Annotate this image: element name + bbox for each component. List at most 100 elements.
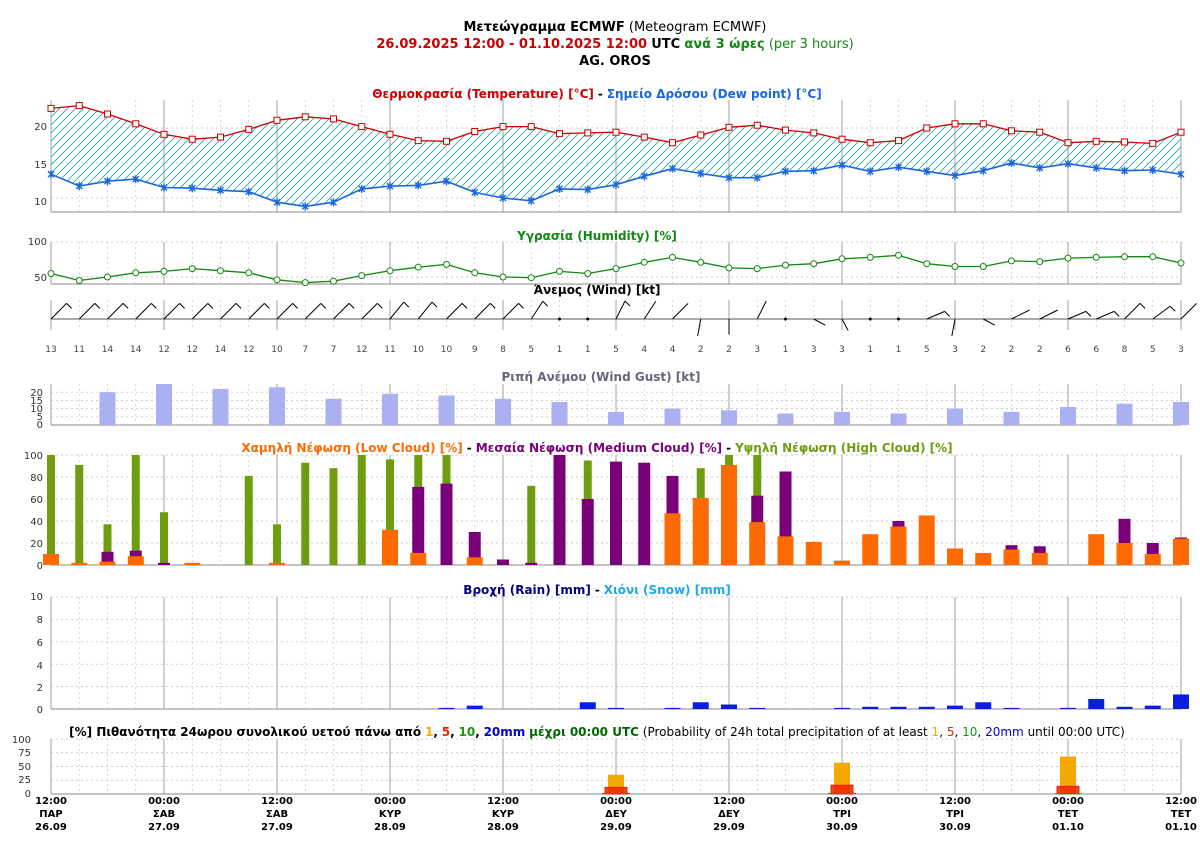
probability-1mm-bar (1060, 756, 1076, 794)
temperature-y-ticks: 10 15 20 (34, 122, 47, 208)
wind-speed-label: 10 (413, 345, 425, 355)
snow-title: Χιόνι (Snow) [mm] (604, 583, 731, 597)
temperature-point (386, 130, 394, 138)
y-tick-label: 60 (30, 495, 43, 506)
wind-barb-feather (207, 303, 214, 309)
wind-calm-dot (868, 317, 872, 321)
time-axis-day: ΠΑΡ (39, 809, 62, 820)
location-name: AG. OROS (579, 54, 651, 69)
temperature-point (443, 137, 450, 145)
temperature-point (979, 120, 987, 128)
wind-speed-label: 14 (102, 345, 114, 355)
wind-speed-label: 2 (1037, 345, 1043, 355)
chart-marks: 13 11 14 14 12 12 14 12 10 7 7 12 11 10 10 9 8 5 1 1 5 4 4 2 2 3 1… (35, 100, 1197, 833)
wind-calm-dot (897, 317, 900, 321)
wind-speed-label: 3 (1178, 345, 1184, 355)
wind-speed-label: 8 (1122, 345, 1128, 355)
time-axis-hour: 00:00 (374, 796, 406, 807)
dew-point-point (584, 185, 592, 194)
gust-bar (551, 402, 568, 425)
time-axis-day: ΔΕΥ (605, 809, 628, 820)
title-greek: Μετεώγραμμα ECMWF (463, 20, 624, 35)
wind-speed-label: 6 (1065, 345, 1071, 355)
wind-speed-label: 5 (924, 345, 930, 355)
time-axis-date: 01.10 (1165, 822, 1197, 833)
temperature-point (527, 123, 535, 131)
wind-calm-dot (784, 317, 787, 321)
temperature-points (47, 102, 1185, 147)
humidity-point (810, 260, 818, 268)
high-cloud-bar (103, 524, 112, 565)
y-tick-label: 10 (30, 404, 43, 415)
low-cloud-bar (805, 541, 822, 565)
rain-bar (1088, 698, 1105, 709)
dew-point-point (104, 177, 111, 186)
y-tick-label: 10 (34, 197, 47, 208)
high-cloud-bar (386, 459, 394, 565)
date-range-line: 26.09.2025 12:00 - 01.10.2025 12:00 UTC … (376, 37, 853, 52)
medium-cloud-bar (440, 483, 453, 565)
rain-bar (721, 704, 737, 709)
time-axis-hour: 12:00 (487, 796, 519, 807)
humidity-point (1092, 253, 1100, 261)
temperature-point (810, 129, 818, 137)
high-cloud-bar (47, 455, 55, 565)
wind-speed-label: 1 (585, 345, 591, 355)
y-tick-label: 80 (30, 473, 43, 484)
wind-barb (1039, 309, 1058, 320)
humidity-point (188, 265, 196, 273)
dew-point-point (640, 172, 648, 181)
time-axis-hour: 12:00 (1165, 796, 1197, 807)
humidity-point (330, 277, 337, 285)
dew-point-point (1008, 159, 1015, 167)
low-cloud-bar (664, 513, 681, 565)
low-cloud-bar (1088, 534, 1105, 565)
temperature-point (75, 102, 83, 110)
rain-bar (1060, 707, 1076, 709)
low-cloud-bar (947, 548, 963, 565)
high-cloud-bar (160, 512, 168, 565)
gust-bar (212, 388, 229, 425)
humidity-panel-title: Υγρασία (Humidity) [%] (516, 229, 677, 243)
wind-barb-feather (235, 303, 242, 309)
wind-barb (841, 318, 849, 331)
wind-speed-label: 5 (1150, 345, 1156, 355)
y-tick-label: 75 (18, 748, 31, 759)
wind-panel-grid (50, 300, 1182, 330)
temperature-point (471, 128, 479, 135)
low-cloud-bar (749, 522, 766, 565)
wind-barb-feather (403, 301, 410, 308)
humidity-point (132, 269, 140, 277)
medium-cloud-bar (638, 462, 651, 565)
low-cloud-bar (692, 497, 709, 565)
wind-barb-feather (150, 303, 157, 309)
dew-point-point (669, 164, 676, 173)
wind-barb (643, 301, 657, 320)
low-cloud-bar (1116, 543, 1133, 565)
temperature-point (1177, 128, 1185, 136)
temperature-point (669, 139, 676, 147)
dew-point-points (47, 159, 1185, 211)
gust-bar (608, 411, 624, 425)
y-tick-label: 0 (25, 789, 31, 800)
dew-point-point (838, 161, 846, 170)
dew-point-point (697, 169, 705, 178)
humidity-point (499, 273, 507, 281)
time-axis-day: ΔΕΥ (718, 809, 741, 820)
humidity-point (1177, 259, 1185, 267)
humidity-point (245, 269, 253, 277)
dew-point-point (1092, 163, 1100, 172)
temperature-point (725, 123, 733, 131)
dew-point-point (499, 194, 507, 202)
temperature-dewpoint-band (51, 105, 1181, 207)
dew-point-point (979, 166, 987, 175)
dew-point-point (358, 184, 366, 193)
dew-point-point (471, 188, 479, 197)
wind-barb-feather (1085, 311, 1092, 317)
dew-point-title: Σημείο Δρόσου (Dew point) [°C] (607, 87, 822, 101)
low-cloud-bar (1173, 538, 1189, 565)
humidity-point (584, 270, 592, 277)
temperature-point (188, 135, 196, 143)
probability-title-greek: [%] Πιθανότητα 24ωρου συνολικού υετού πά… (69, 725, 421, 739)
